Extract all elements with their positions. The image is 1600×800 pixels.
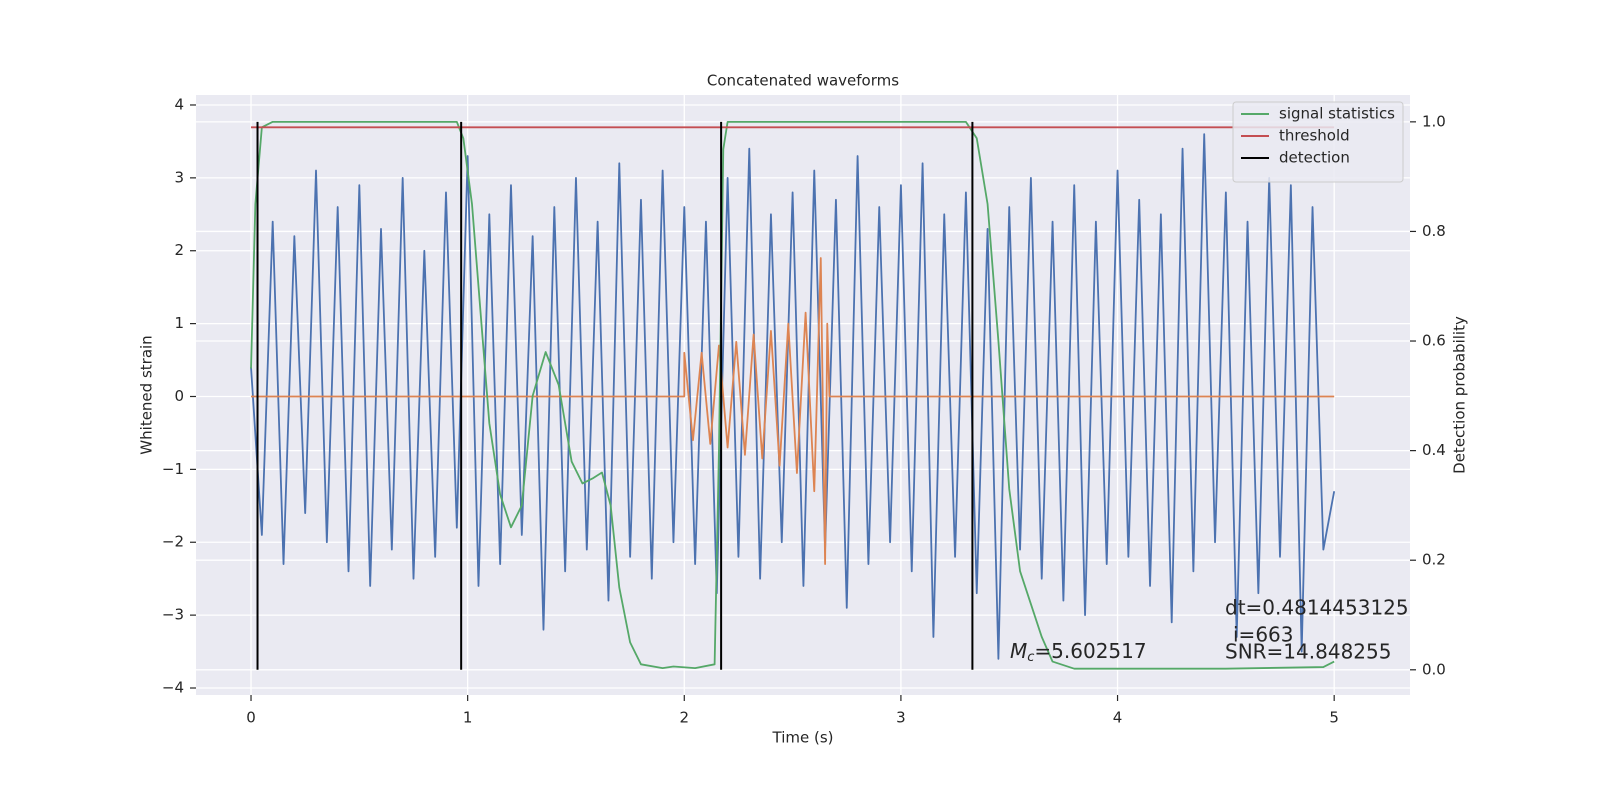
x-tick-label: 3 [896,709,906,727]
y2-tick-label: 0.4 [1422,441,1446,459]
annotation-symbol: M [1010,639,1027,663]
y2-axis-label: Detection probability [1451,316,1469,474]
y2-tick-label: 1.0 [1422,112,1446,130]
series-line [250,133,1336,660]
x-axis-label: Time (s) [772,729,834,747]
y-tick-label: 1 [174,314,184,332]
y-tick-label: 0 [174,387,184,405]
legend-label: threshold [1279,127,1350,145]
annotation-dt: dt=0.4814453125 [1225,596,1409,620]
y-tick-label: 4 [174,95,184,113]
y-tick-label: 2 [174,241,184,259]
legend-box [1232,101,1404,183]
annotation-value: =5.602517 [1034,639,1146,663]
series-line [250,120,1335,670]
y-tick-label: −2 [162,533,184,551]
annotation-snr: SNR=14.848255 [1225,640,1391,664]
annotation-subscript: c [1027,650,1034,665]
x-tick-label: 5 [1329,709,1339,727]
y-tick-label: −3 [162,606,184,624]
axes: 0 1 2 3 4 5 −4 −3 −2 −1 0 1 2 3 4 0.0 0.2 0.4 0.6 0.8 1.0 [162,95,1446,726]
marks [250,120,1336,670]
y-tick-label: −1 [162,460,184,478]
chart-title: Concatenated waveforms [707,72,899,90]
y2-tick-label: 0.0 [1422,660,1446,678]
annotation-chirp-mass: Mc=5.602517 [1010,639,1147,665]
y-tick-label: −4 [162,679,184,697]
y2-tick-label: 0.2 [1422,551,1446,569]
series-line [251,257,1335,566]
x-tick-label: 2 [680,709,690,727]
x-tick-label: 4 [1113,709,1123,727]
legend-label: detection [1279,149,1350,167]
annotation-index: i=663 [1233,623,1294,647]
x-tick-label: 0 [246,709,256,727]
legend-label: signal statistics [1279,105,1395,123]
y2-tick-label: 0.8 [1422,222,1446,240]
legend: signal statistics threshold detection [1232,101,1404,183]
plot-background [196,95,1410,695]
y-axis-label: Whitened strain [138,335,156,454]
y2-tick-label: 0.6 [1422,332,1446,350]
y-tick-label: 3 [174,168,184,186]
x-tick-label: 1 [463,709,473,727]
